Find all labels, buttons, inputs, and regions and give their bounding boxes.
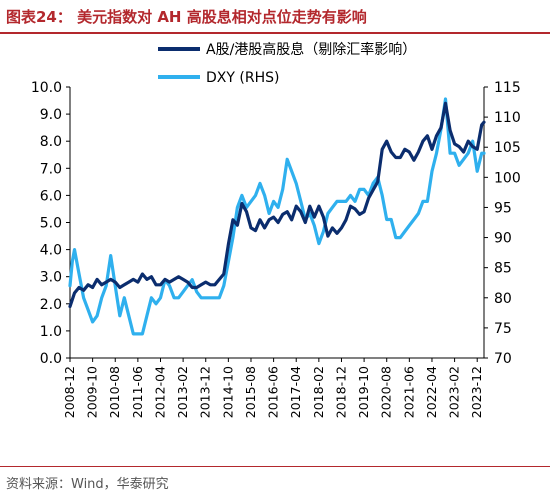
right-axis-tick-label: 105 [494, 140, 521, 156]
source-note: 资料来源：Wind，华泰研究 [6, 477, 169, 492]
left-axis-tick-label: 8.0 [40, 134, 62, 150]
x-axis-tick-label: 2021-06 [401, 366, 416, 418]
series-line-dxy [68, 97, 486, 336]
legend-label-a-share: A股/港股高股息（剔除汇率影响） [206, 41, 416, 58]
x-axis-tick-label: 2016-06 [266, 366, 281, 418]
left-axis-tick-label: 1.0 [40, 324, 62, 340]
x-axis-tick-label: 2013-12 [198, 366, 213, 418]
right-axis-tick-label: 70 [494, 351, 512, 367]
line-chart: 0.0 1.0 2.0 3.0 4.0 5.0 6.0 7.0 8.0 9.0 10.0 70 75 80… [31, 41, 521, 418]
left-axis-tick-label: 2.0 [40, 297, 62, 313]
x-axis-tick-label: 2023-12 [469, 366, 484, 418]
x-axis-tick-label: 2012-04 [152, 366, 167, 418]
x-axis-tick-label: 2013-02 [175, 366, 190, 418]
right-axis-tick-label: 100 [494, 170, 521, 186]
left-axis-tick-label: 3.0 [40, 270, 62, 286]
x-axis-tick-label: 2019-10 [356, 366, 371, 418]
right-axis-tick-label: 110 [494, 110, 521, 126]
x-axis-tick-label: 2020-08 [379, 366, 394, 418]
x-axis-tick-label: 2017-04 [288, 366, 303, 418]
right-axis-tick-label: 80 [494, 291, 512, 307]
x-axis-tick-label: 2010-08 [107, 366, 122, 418]
x-axis-tick-label: 2014-10 [220, 366, 235, 418]
left-axis-tick-label: 10.0 [31, 80, 62, 96]
right-axis-tick-label: 85 [494, 261, 512, 277]
title-bar: 图表24： 美元指数对 AH 高股息相对点位走势有影响 [0, 0, 550, 34]
x-axis-tick-label: 2011-06 [130, 366, 145, 418]
left-axis-tick-label: 4.0 [40, 243, 62, 259]
left-axis-tick-label: 6.0 [40, 188, 62, 204]
series-line-a-share-hk-dividend [68, 101, 486, 309]
legend-label-dxy: DXY (RHS) [206, 70, 279, 86]
x-axis-tick-label: 2018-02 [311, 366, 326, 418]
left-axis-tick-label: 0.0 [40, 351, 62, 367]
x-axis-tick-label: 2009-10 [85, 366, 100, 418]
left-axis-tick-label: 7.0 [40, 161, 62, 177]
x-axis-tick-label: 2022-04 [424, 366, 439, 418]
right-axis-tick-label: 90 [494, 231, 512, 247]
x-axis-tick-label: 2018-12 [333, 366, 348, 418]
page-title: 图表24： 美元指数对 AH 高股息相对点位走势有影响 [6, 8, 367, 26]
left-axis-tick-label: 9.0 [40, 107, 62, 123]
right-axis-tick-label: 95 [494, 200, 512, 216]
chart-area: 0.0 1.0 2.0 3.0 4.0 5.0 6.0 7.0 8.0 9.0 10.0 70 75 80… [0, 34, 550, 464]
left-axis-tick-label: 5.0 [40, 216, 62, 232]
x-axis-tick-label: 2015-08 [243, 366, 258, 418]
footer-divider [0, 466, 550, 467]
right-axis-tick-label: 115 [494, 80, 521, 96]
x-axis-tick-label: 2008-12 [62, 366, 77, 418]
right-axis-tick-label: 75 [494, 321, 512, 337]
x-axis-tick-label: 2023-02 [447, 366, 462, 418]
